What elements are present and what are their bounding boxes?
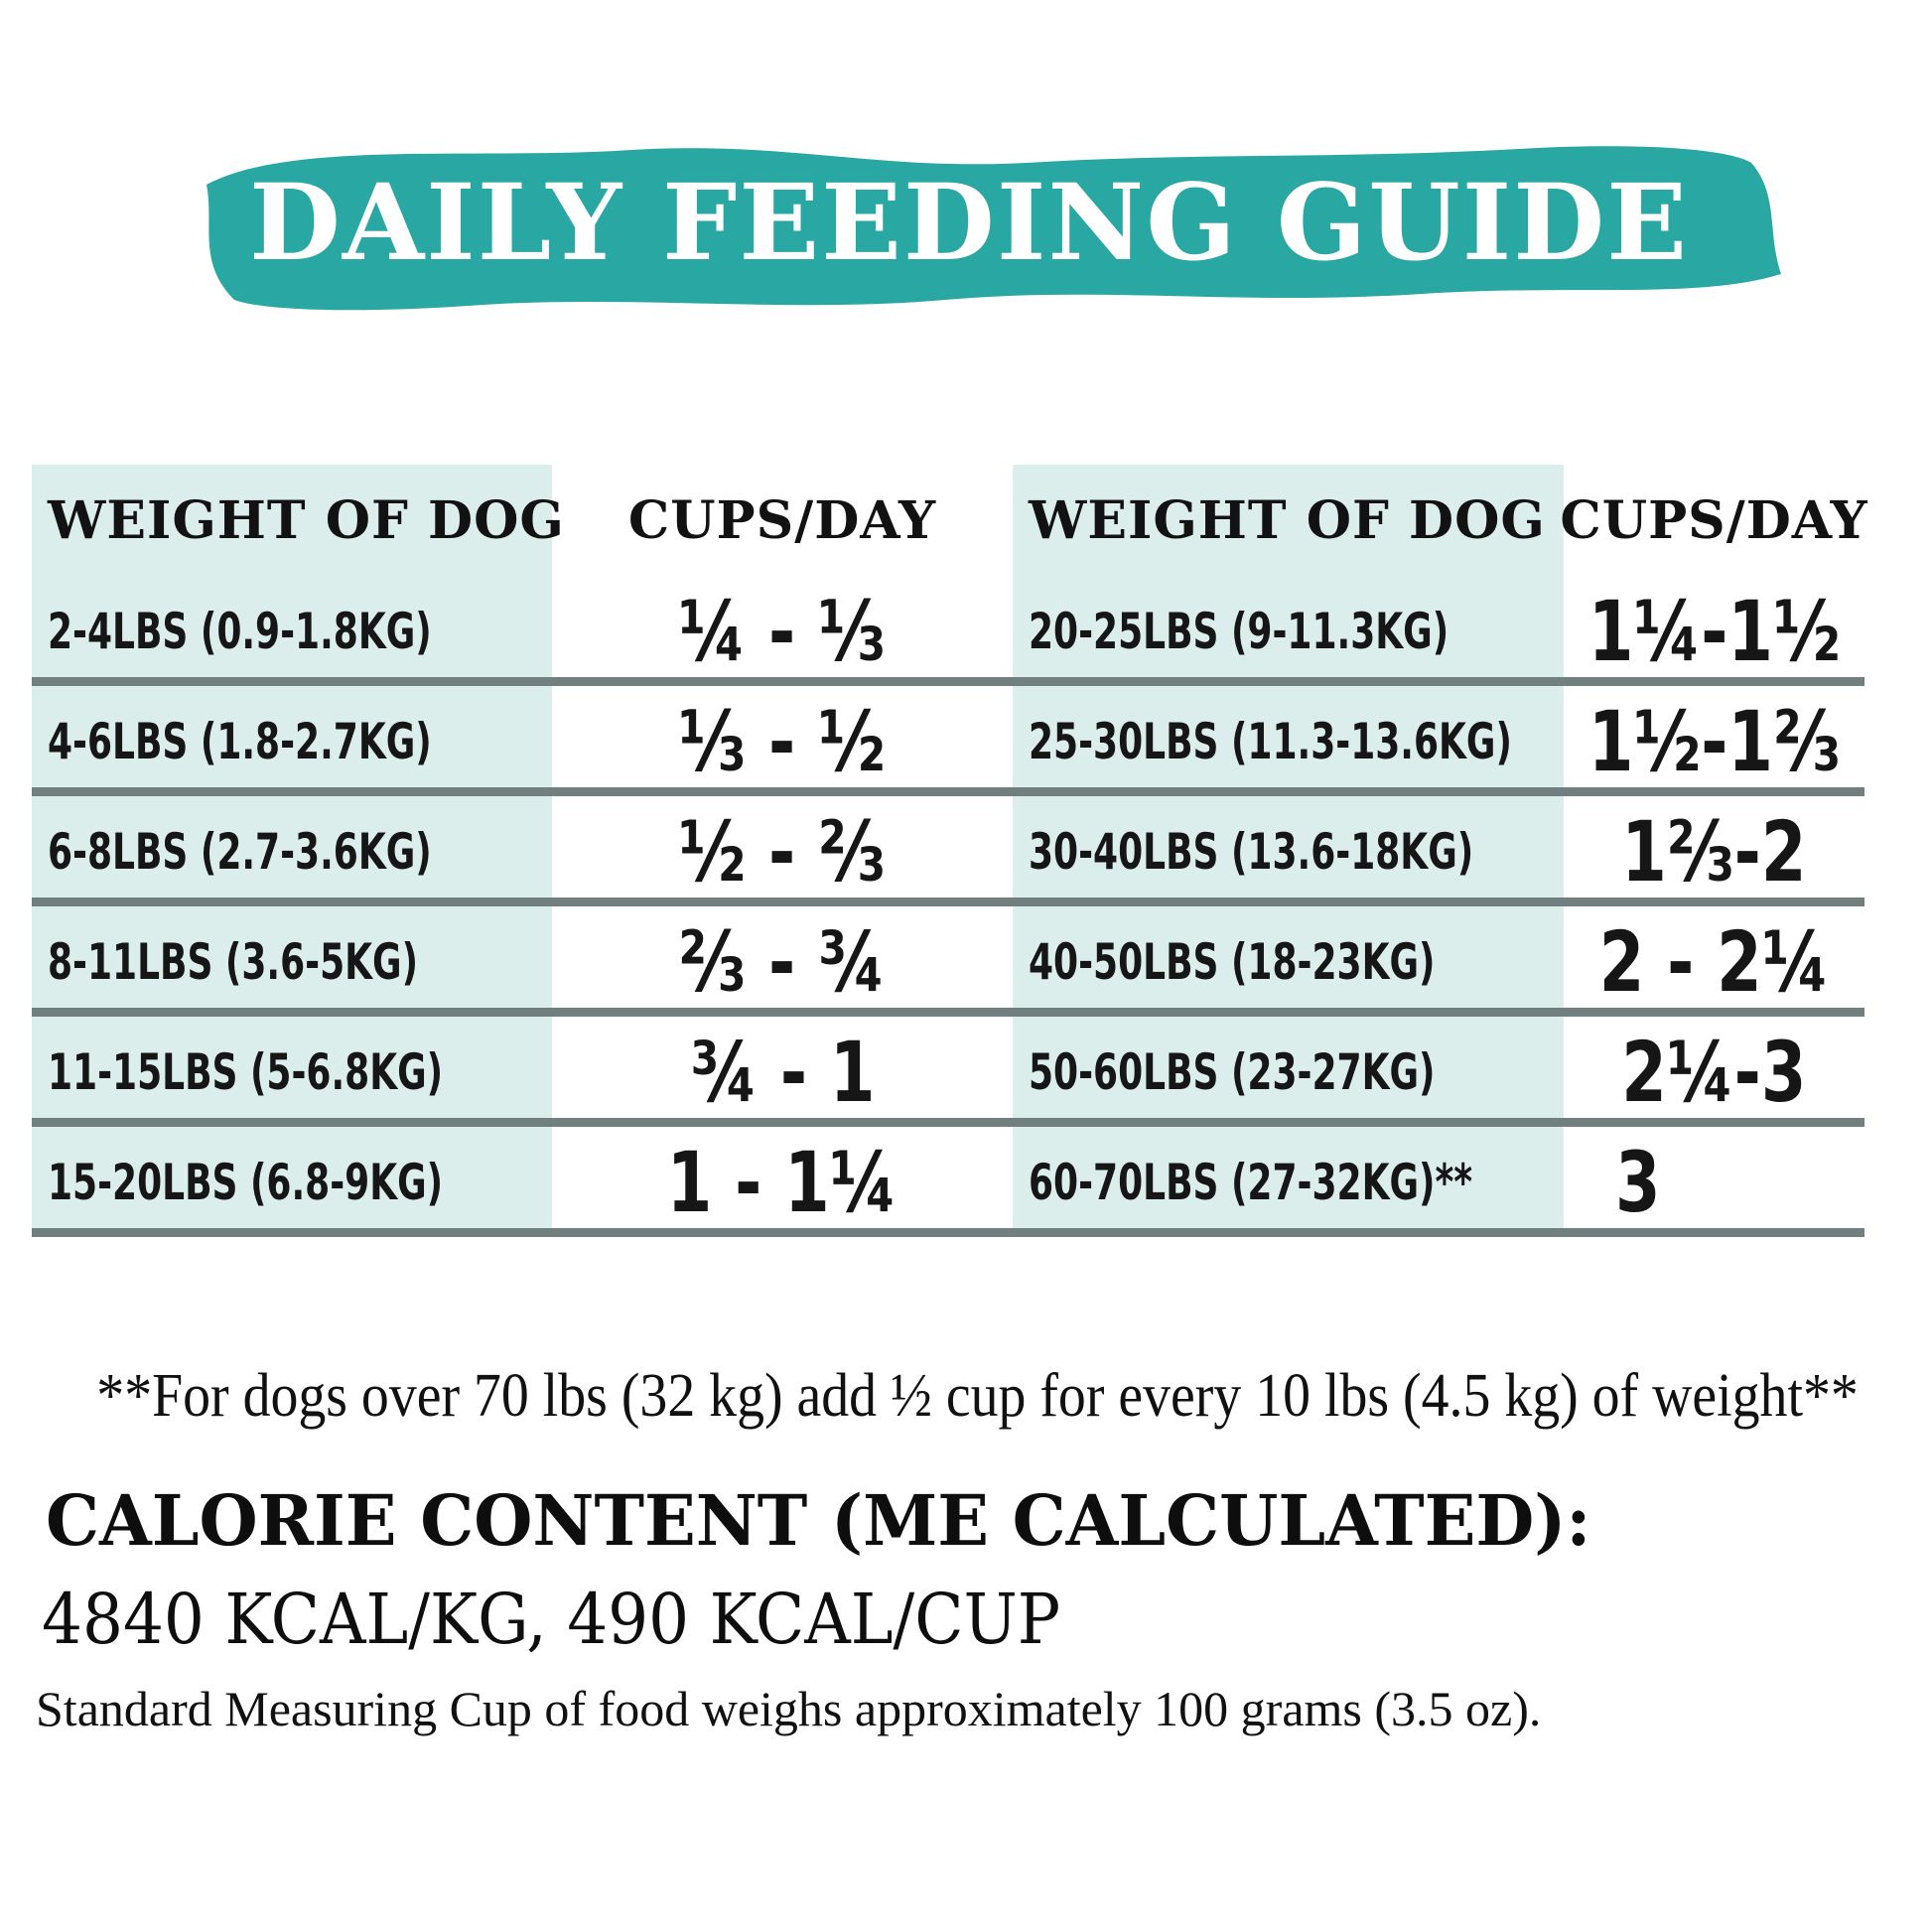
cups-value: 1½-1⅔: [1587, 693, 1841, 790]
weight-value: 8-11LBS (3.6-5KG): [48, 933, 419, 991]
weight-cell-left: 8-11LBS (3.6-5KG): [32, 916, 552, 1008]
weight-cell-left: 4-6LBS (1.8-2.7KG): [32, 696, 552, 787]
weight-value: 2-4LBS (0.9-1.8KG): [48, 603, 432, 660]
weight-cell-right: 30-40LBS (13.6-18KG): [1013, 806, 1564, 897]
calorie-content-heading: CALORIE CONTENT (ME CALCULATED):: [46, 1479, 1591, 1562]
table-row: 15-20LBS (6.8-9KG) 1 - 1¼ 60-70LBS (27-3…: [32, 1127, 1864, 1237]
cups-value: ½ - ⅔: [678, 803, 887, 900]
cups-cell-right: 2¼-3: [1564, 1027, 1864, 1118]
cups-value: 1¼-1½: [1587, 583, 1841, 680]
weight-column-highlight-left: [32, 465, 552, 1237]
table-header-row: WEIGHT OF DOG CUPS/DAY WEIGHT OF DOG CUP…: [32, 465, 1868, 576]
cups-cell-right: 1½-1⅔: [1564, 696, 1864, 787]
weight-cell-right: 60-70LBS (27-32KG)**: [1013, 1137, 1564, 1228]
cups-value: 1 - 1¼: [667, 1134, 897, 1231]
cups-value: ⅔ - ¾: [678, 913, 887, 1011]
cups-value: ¾ - 1: [689, 1024, 876, 1121]
weight-value: 30-40LBS (13.6-18KG): [1029, 823, 1474, 881]
cups-cell-left: ⅓ - ½: [552, 696, 1013, 787]
table-row: 8-11LBS (3.6-5KG) ⅔ - ¾ 40-50LBS (18-23K…: [32, 906, 1864, 1017]
table-row: 2-4LBS (0.9-1.8KG) ¼ - ⅓ 20-25LBS (9-11.…: [32, 576, 1864, 686]
cups-value: 2¼-3: [1621, 1024, 1807, 1121]
weight-cell-left: 6-8LBS (2.7-3.6KG): [32, 806, 552, 897]
cups-cell-right: 1¼-1½: [1564, 586, 1864, 677]
weight-cell-right: 40-50LBS (18-23KG): [1013, 916, 1564, 1008]
cups-cell-left: ½ - ⅔: [552, 806, 1013, 897]
cups-cell-left: 1 - 1¼: [552, 1137, 1013, 1228]
measuring-cup-note: Standard Measuring Cup of food weighs ap…: [36, 1681, 1542, 1736]
feeding-table: WEIGHT OF DOG CUPS/DAY WEIGHT OF DOG CUP…: [32, 465, 1868, 1237]
weight-value: 15-20LBS (6.8-9KG): [48, 1154, 444, 1211]
column-header-weight-right: WEIGHT OF DOG: [1029, 489, 1546, 551]
table-row: 6-8LBS (2.7-3.6KG) ½ - ⅔ 30-40LBS (13.6-…: [32, 796, 1864, 906]
weight-cell-right: 50-60LBS (23-27KG): [1013, 1027, 1564, 1118]
column-header-cups-right: CUPS/DAY: [1560, 489, 1868, 551]
weight-value: 6-8LBS (2.7-3.6KG): [48, 823, 432, 881]
weight-value: 11-15LBS (5-6.8KG): [48, 1043, 444, 1101]
overweight-footnote: **For dogs over 70 lbs (32 kg) add ½ cup…: [96, 1362, 1859, 1430]
page-title: DAILY FEEDING GUIDE: [248, 159, 1689, 284]
cups-value: ⅓ - ½: [678, 693, 887, 790]
weight-cell-left: 15-20LBS (6.8-9KG): [32, 1137, 552, 1228]
weight-cell-right: 20-25LBS (9-11.3KG): [1013, 586, 1564, 677]
cups-cell-left: ⅔ - ¾: [552, 916, 1013, 1008]
weight-value: 4-6LBS (1.8-2.7KG): [48, 713, 432, 770]
weight-value: 20-25LBS (9-11.3KG): [1029, 603, 1449, 660]
cups-cell-left: ¼ - ⅓: [552, 586, 1013, 677]
cups-cell-right: 3: [1564, 1137, 1864, 1228]
weight-column-highlight-right: [1013, 465, 1564, 1237]
weight-cell-left: 11-15LBS (5-6.8KG): [32, 1027, 552, 1118]
banner-background: [207, 146, 1781, 311]
weight-cell-left: 2-4LBS (0.9-1.8KG): [32, 586, 552, 677]
weight-value: 40-50LBS (18-23KG): [1029, 933, 1436, 991]
column-header-cups-left: CUPS/DAY: [627, 489, 937, 551]
weight-cell-right: 25-30LBS (11.3-13.6KG): [1013, 696, 1564, 787]
cups-cell-left: ¾ - 1: [552, 1027, 1013, 1118]
table-row: 11-15LBS (5-6.8KG) ¾ - 1 50-60LBS (23-27…: [32, 1017, 1864, 1127]
weight-value: 50-60LBS (23-27KG): [1029, 1043, 1436, 1101]
table-row: 4-6LBS (1.8-2.7KG) ⅓ - ½ 25-30LBS (11.3-…: [32, 686, 1864, 796]
weight-value: 60-70LBS (27-32KG)**: [1029, 1154, 1473, 1211]
cups-cell-right: 1⅔-2: [1564, 806, 1864, 897]
cups-value: 1⅔-2: [1621, 803, 1807, 900]
weight-value: 25-30LBS (11.3-13.6KG): [1029, 713, 1512, 770]
cups-value: ¼ - ⅓: [678, 583, 887, 680]
calorie-content-values: 4840 KCAL/KG, 490 KCAL/CUP: [42, 1579, 1061, 1660]
cups-value: 3: [1615, 1134, 1661, 1231]
cups-cell-right: 2 - 2¼: [1564, 916, 1864, 1008]
column-header-weight-left: WEIGHT OF DOG: [48, 489, 565, 551]
cups-value: 2 - 2¼: [1598, 913, 1830, 1011]
